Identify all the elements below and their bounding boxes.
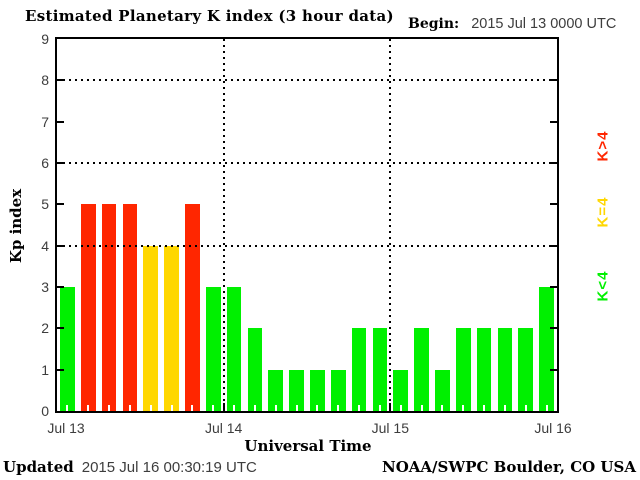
x-tick xyxy=(170,405,173,411)
y-tick xyxy=(550,79,557,82)
x-tick xyxy=(545,405,548,411)
kp-bar xyxy=(143,245,159,411)
x-tick xyxy=(274,405,277,411)
x-tick xyxy=(222,403,225,411)
y-tick-label: 0 xyxy=(41,403,49,419)
kp-bar xyxy=(330,369,346,411)
y-tick-label: 1 xyxy=(41,361,49,378)
y-tick xyxy=(57,368,64,371)
begin-row: Begin: 2015 Jul 13 0000 UTC xyxy=(408,15,616,32)
legend-label-k-lt-4: K<4 xyxy=(594,270,612,302)
grid-line-vertical xyxy=(389,39,392,411)
y-tick xyxy=(550,203,557,206)
kp-bar xyxy=(80,204,96,411)
x-tick xyxy=(212,405,215,411)
x-tick xyxy=(295,405,298,411)
kp-bar xyxy=(185,204,200,411)
x-tick-label: Jul 13 xyxy=(47,420,85,436)
kp-bar xyxy=(518,328,534,411)
x-tick xyxy=(420,405,423,411)
kp-bar xyxy=(372,328,388,411)
kp-bar xyxy=(268,369,284,411)
legend-label-k-gt-4: K>4 xyxy=(594,130,612,162)
credit-text: NOAA/SWPC Boulder, CO USA xyxy=(381,458,636,476)
kp-bar xyxy=(247,328,263,411)
updated-row: Updated 2015 Jul 16 00:30:19 UTC xyxy=(3,458,257,476)
y-tick xyxy=(550,120,557,123)
kp-bar xyxy=(310,369,325,411)
x-tick xyxy=(191,405,194,411)
grid-line-horizontal xyxy=(57,79,557,82)
kp-bar xyxy=(351,328,367,411)
y-tick-label: 8 xyxy=(41,72,49,89)
legend-label-k-eq-4: K=4 xyxy=(594,196,612,228)
kp-bar xyxy=(122,204,138,411)
x-tick xyxy=(399,405,402,411)
updated-label: Updated xyxy=(3,458,74,476)
grid-line-vertical xyxy=(222,39,225,411)
kp-bar xyxy=(164,245,179,411)
x-tick xyxy=(66,405,69,411)
x-tick xyxy=(441,405,444,411)
y-tick xyxy=(550,368,557,371)
y-tick-label: 2 xyxy=(41,320,49,337)
y-tick xyxy=(57,203,64,206)
kp-bar xyxy=(393,369,409,411)
y-tick-label: 4 xyxy=(41,237,49,254)
x-tick xyxy=(108,405,111,411)
x-tick xyxy=(483,405,486,411)
y-tick xyxy=(57,79,64,82)
y-tick-label: 7 xyxy=(41,113,49,130)
y-tick-label: 5 xyxy=(41,196,49,213)
updated-value: 2015 Jul 16 00:30:19 UTC xyxy=(81,459,257,476)
begin-label: Begin: xyxy=(408,16,460,32)
y-tick xyxy=(57,162,64,164)
kp-bar xyxy=(497,328,513,411)
x-tick xyxy=(87,405,90,411)
kp-bar xyxy=(101,204,117,411)
x-tick xyxy=(337,405,340,411)
x-tick xyxy=(462,405,465,411)
y-tick-label: 9 xyxy=(41,31,49,47)
kp-bar xyxy=(60,287,75,411)
x-axis-title: Universal Time xyxy=(244,437,372,455)
y-tick xyxy=(550,244,557,247)
x-tick xyxy=(358,405,361,411)
x-tick xyxy=(503,405,506,411)
chart-title: Estimated Planetary K index (3 hour data… xyxy=(25,7,394,25)
y-tick xyxy=(57,327,64,330)
kp-bar xyxy=(289,369,304,411)
y-tick xyxy=(550,327,557,330)
x-tick xyxy=(378,405,381,411)
y-tick xyxy=(57,244,64,247)
x-tick-label: Jul 15 xyxy=(371,420,410,436)
kp-bar xyxy=(476,328,492,411)
kp-bar xyxy=(226,287,242,411)
x-tick xyxy=(316,405,319,411)
y-tick xyxy=(550,286,557,288)
x-tick-label: Jul 14 xyxy=(204,420,243,436)
y-tick xyxy=(57,286,64,288)
y-tick-label: 6 xyxy=(41,155,49,171)
x-tick xyxy=(128,405,131,411)
grid-line-horizontal xyxy=(57,244,557,247)
x-tick-label: Jul 16 xyxy=(534,420,572,436)
x-tick xyxy=(524,405,527,411)
y-tick xyxy=(57,120,64,123)
kp-bar xyxy=(455,328,471,411)
x-tick xyxy=(233,405,236,411)
kp-bar xyxy=(539,287,554,411)
kp-bar xyxy=(435,369,450,411)
x-tick xyxy=(149,405,152,411)
x-tick xyxy=(253,405,256,411)
kp-bar xyxy=(414,328,429,411)
begin-value: 2015 Jul 13 0000 UTC xyxy=(471,16,617,32)
grid-line-horizontal xyxy=(57,162,557,164)
kp-bar xyxy=(205,287,221,411)
y-tick-label: 3 xyxy=(41,279,49,295)
x-tick xyxy=(389,403,392,411)
y-tick xyxy=(550,162,557,164)
